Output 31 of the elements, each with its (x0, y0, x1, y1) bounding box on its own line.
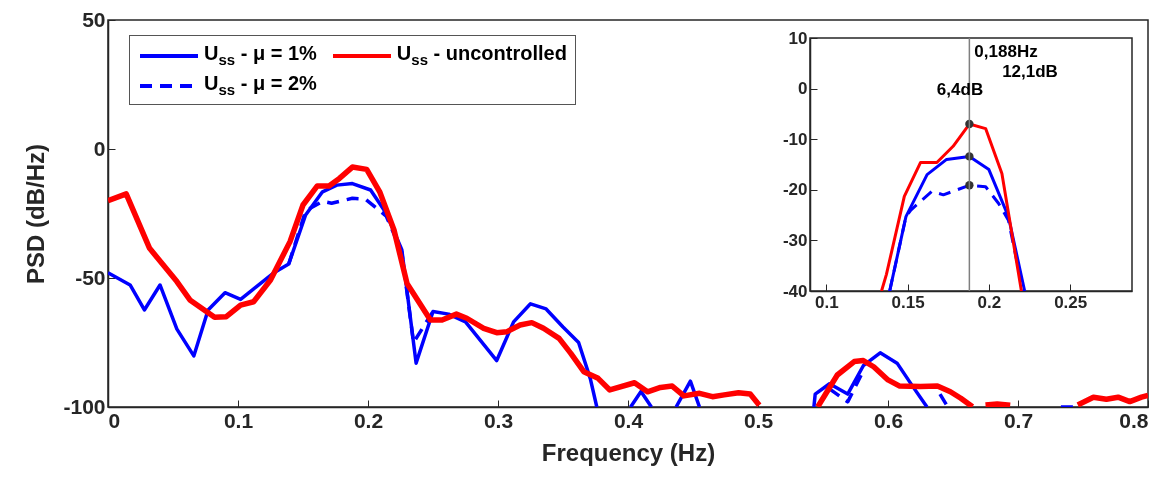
x-tick-label: 0 (108, 408, 121, 432)
x-axis-title: Frequency (Hz) (541, 438, 716, 466)
legend-label: U$_{ss}$ - μ = 2% (204, 72, 317, 98)
x-tick-label: 0.15 (891, 292, 925, 312)
x-tick-label: 0.2 (353, 408, 384, 432)
y-axis-title: PSD (dB/Hz) (22, 144, 50, 284)
y-tick-label: -100 (63, 394, 106, 418)
y-tick-label: -30 (782, 230, 808, 250)
y-tick-label: 10 (788, 28, 808, 48)
y-tick-label: 0 (93, 136, 106, 160)
legend-label: U$_{ss}$ - μ = 1% (204, 42, 317, 68)
annotation: 12,1dB (1002, 62, 1058, 81)
y-tick-label: -10 (782, 129, 808, 149)
x-tick-label: 0.8 (1119, 408, 1149, 432)
y-tick-label: -40 (782, 281, 808, 301)
x-tick-label: 0.25 (1054, 292, 1088, 312)
x-tick-label: 0.7 (1003, 408, 1034, 432)
x-tick-label: 0.3 (483, 408, 514, 432)
x-tick-label: 0.1 (814, 292, 839, 312)
x-tick-label: 0.4 (613, 408, 644, 432)
y-tick-label: -50 (75, 265, 106, 289)
annotation: 6,4dB (936, 80, 984, 99)
y-tick-label: -20 (782, 180, 808, 200)
ref-line-label: 0,188Hz (974, 42, 1038, 61)
y-tick-label: 0 (798, 79, 808, 99)
y-tick-label: 50 (82, 7, 106, 31)
x-tick-label: 0.1 (223, 408, 254, 432)
x-tick-label: 0.2 (977, 292, 1002, 312)
x-tick-label: 0.6 (873, 408, 904, 432)
legend-label: U$_{ss}$ - uncontrolled (396, 42, 567, 68)
x-tick-label: 0.5 (743, 408, 774, 432)
